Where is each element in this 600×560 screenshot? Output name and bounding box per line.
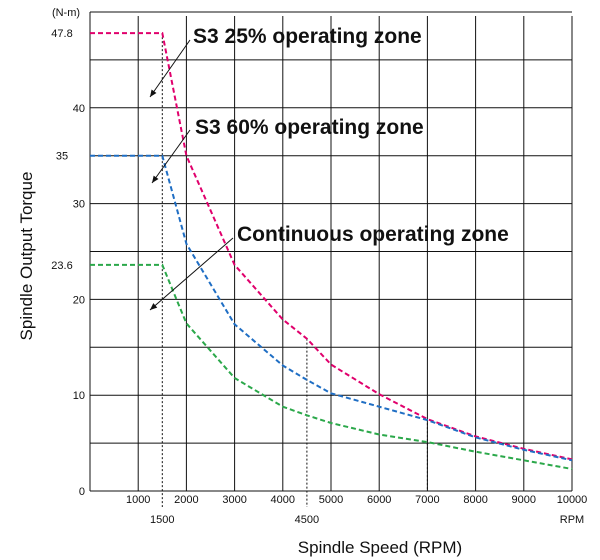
y-tick-35: 35	[56, 151, 68, 163]
pointer-s3-25-head	[150, 89, 157, 97]
x-tick-9000: 9000	[512, 494, 536, 506]
y-tick-20: 20	[73, 294, 85, 306]
zone-label-continuous: Continuous operating zone	[237, 223, 509, 246]
tick-labels: 0 10 20 30 40 23.6 35 47.8 1000 2000 3000 4000 5000 6…	[51, 28, 587, 526]
pointer-continuous-line	[149, 237, 234, 311]
y-tick-23-6: 23.6	[51, 260, 72, 272]
y-tick-0: 0	[79, 486, 85, 498]
pointer-continuous-head	[150, 303, 158, 310]
y-tick-30: 30	[73, 199, 85, 211]
zone-pointer-arrows	[149, 39, 234, 311]
x-tick-8000: 8000	[463, 494, 487, 506]
y-tick-10: 10	[73, 390, 85, 402]
series-line-s3_25	[90, 32, 573, 461]
x-tick-5000: 5000	[319, 494, 343, 506]
x-unit-label: RPM	[560, 514, 584, 526]
x-tick-7000: 7000	[415, 494, 439, 506]
series-lines	[90, 32, 573, 470]
x-tick-2000: 2000	[174, 494, 198, 506]
x-tick-4500: 4500	[295, 514, 319, 526]
x-tick-3000: 3000	[222, 494, 246, 506]
speed-marker-lines	[161, 33, 428, 507]
pointer-s3-60-line	[151, 129, 191, 184]
x-tick-4000: 4000	[271, 494, 295, 506]
zone-labels: S3 25% operating zone S3 60% operating z…	[193, 25, 509, 246]
series-line-s3_60	[90, 154, 573, 462]
x-axis-title: Spindle Speed (RPM)	[298, 538, 462, 557]
y-tick-47-8: 47.8	[51, 28, 72, 40]
y-axis-title: Spindle Output Torque	[17, 172, 36, 341]
x-tick-1000: 1000	[126, 494, 150, 506]
x-tick-1500: 1500	[150, 514, 174, 526]
zone-label-s3-25: S3 25% operating zone	[193, 25, 422, 48]
zone-label-s3-60: S3 60% operating zone	[195, 116, 424, 139]
axes	[89, 12, 572, 492]
x-tick-10000: 10000	[557, 494, 588, 506]
y-unit-label: (N-m)	[52, 7, 80, 19]
x-tick-6000: 6000	[367, 494, 391, 506]
grid-lines	[90, 11, 573, 491]
pointer-s3-60-head	[152, 175, 159, 183]
pointer-s3-25-line	[149, 39, 191, 98]
y-tick-40: 40	[73, 103, 85, 115]
